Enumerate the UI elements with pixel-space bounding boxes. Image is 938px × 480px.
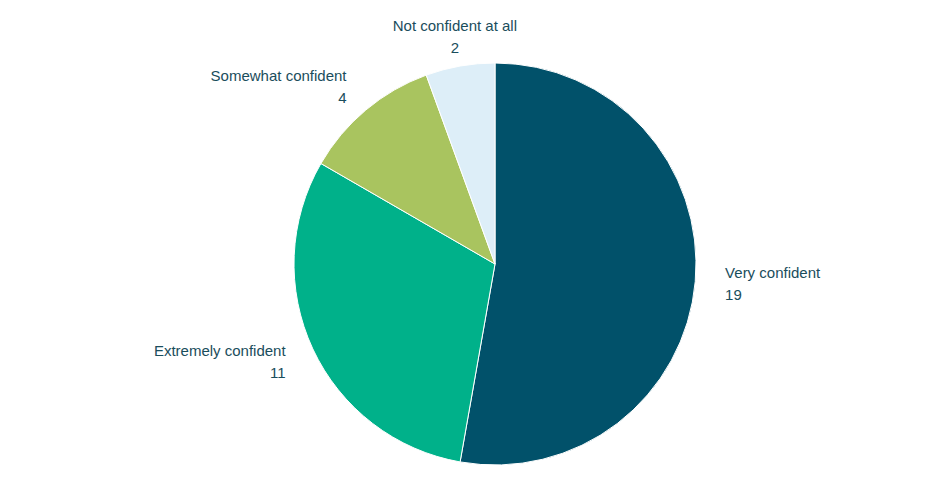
svg-text:Not confident at all2: Not confident at all2 — [393, 17, 517, 56]
svg-text:Very confident19: Very confident19 — [725, 264, 821, 303]
svg-text:Extremely confident11: Extremely confident11 — [154, 342, 287, 381]
svg-text:Somewhat confident4: Somewhat confident4 — [211, 67, 348, 106]
